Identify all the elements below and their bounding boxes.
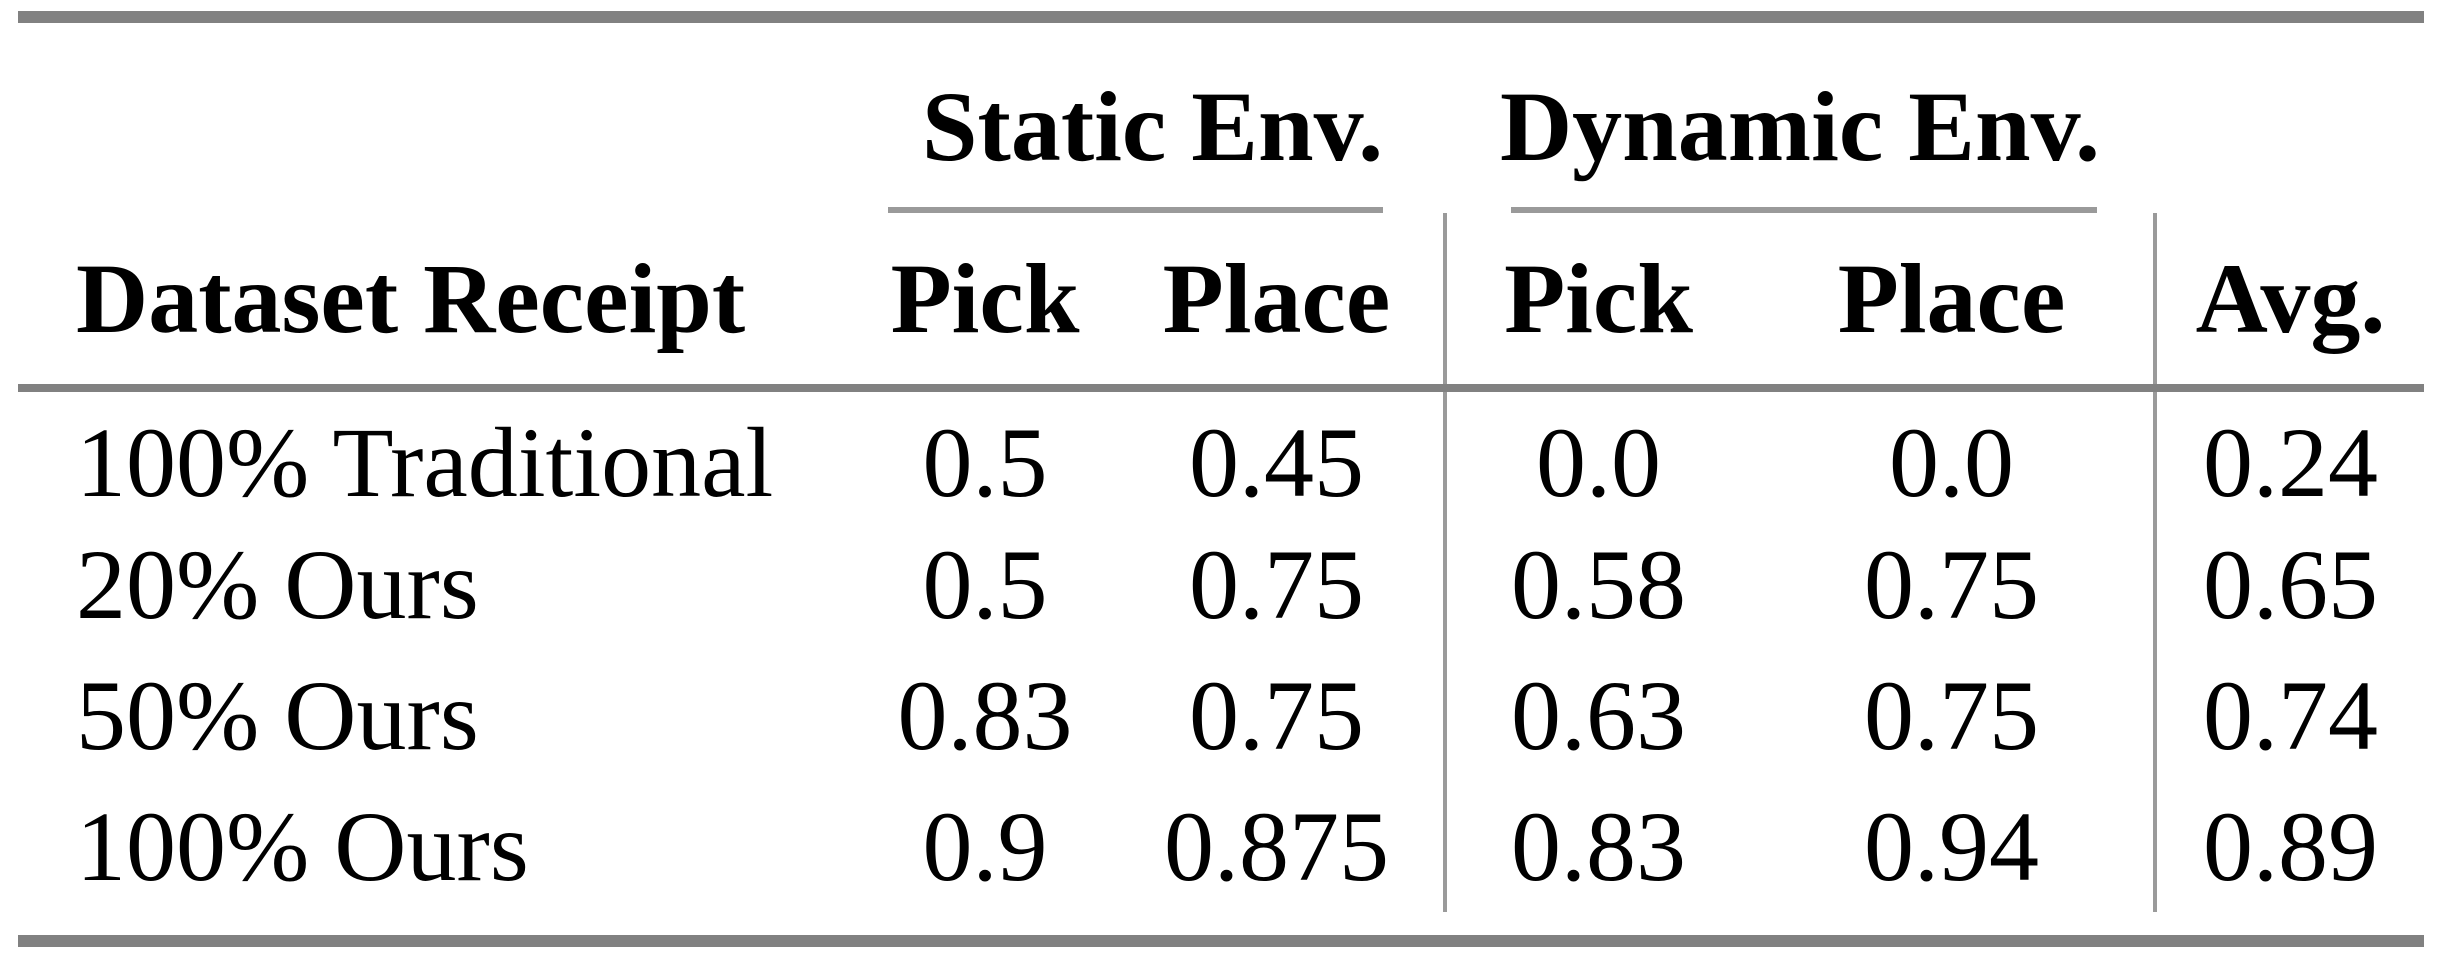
empty-corner-cell xyxy=(18,23,860,213)
results-table-frame: Static Env. Dynamic Env. Dataset Receipt… xyxy=(18,11,2425,947)
cell-dynamic-pick: 0.0 xyxy=(1443,388,1750,519)
header-static-place: Place xyxy=(1110,213,1445,392)
cell-static-pick: 0.9 xyxy=(922,790,1048,902)
header-dataset-receipt: Dataset Receipt xyxy=(18,213,860,392)
header-dynamic-place: Place xyxy=(1750,213,2156,392)
cell-static-pick: 0.5 xyxy=(922,528,1048,640)
header-avg: Avg. xyxy=(2153,213,2425,392)
row-label: 50% Ours xyxy=(76,659,479,771)
column-header-row: Dataset Receipt Pick Place Pick Place Av… xyxy=(18,213,2425,392)
cell-dynamic-place: 0.94 xyxy=(1864,790,2039,902)
table-row: 20% Ours 0.5 0.75 0.58 0.75 0.65 xyxy=(18,519,2425,650)
cell-avg: 0.65 xyxy=(2153,519,2425,650)
cell-avg: 0.74 xyxy=(2153,650,2425,781)
results-table: Static Env. Dynamic Env. Dataset Receipt… xyxy=(18,23,2425,935)
column-group-static-env: Static Env. xyxy=(860,23,1445,213)
row-label: 100% Traditional xyxy=(76,406,774,518)
cell-avg: 0.24 xyxy=(2153,388,2425,519)
static-env-cmidrule xyxy=(888,207,1383,213)
cell-dynamic-place: 0.75 xyxy=(1864,528,2039,640)
cell-static-place: 0.75 xyxy=(1189,528,1364,640)
cell-static-pick: 0.83 xyxy=(897,659,1073,771)
header-static-pick: Pick xyxy=(860,213,1110,392)
cell-static-place: 0.875 xyxy=(1164,790,1389,902)
bottom-spacer-row xyxy=(18,912,2424,935)
cell-dynamic-pick: 0.58 xyxy=(1443,519,1750,650)
row-label: 20% Ours xyxy=(76,528,479,640)
cell-dynamic-place: 0.75 xyxy=(1864,659,2039,771)
static-env-group-label: Static Env. xyxy=(921,71,1384,182)
cell-avg: 0.89 xyxy=(2153,781,2425,912)
table-row: 50% Ours 0.83 0.75 0.63 0.75 0.74 xyxy=(18,650,2425,781)
row-label: 100% Ours xyxy=(76,790,529,902)
column-group-row: Static Env. Dynamic Env. xyxy=(18,23,2424,213)
cell-dynamic-pick: 0.83 xyxy=(1443,781,1750,912)
dynamic-env-cmidrule xyxy=(1511,207,2098,213)
column-group-dynamic-env: Dynamic Env. xyxy=(1445,23,2155,213)
table-row: 100% Traditional 0.5 0.45 0.0 0.0 0.24 xyxy=(18,388,2425,519)
cell-static-pick: 0.5 xyxy=(922,406,1048,518)
cell-static-place: 0.75 xyxy=(1189,659,1364,771)
cell-dynamic-place: 0.0 xyxy=(1889,406,2014,518)
cell-static-place: 0.45 xyxy=(1189,406,1364,518)
empty-corner-cell xyxy=(2155,23,2424,213)
cell-dynamic-pick: 0.63 xyxy=(1443,650,1750,781)
header-dynamic-pick: Pick xyxy=(1443,213,1750,392)
dynamic-env-group-label: Dynamic Env. xyxy=(1499,71,2101,182)
table-row: 100% Ours 0.9 0.875 0.83 0.94 0.89 xyxy=(18,781,2425,912)
